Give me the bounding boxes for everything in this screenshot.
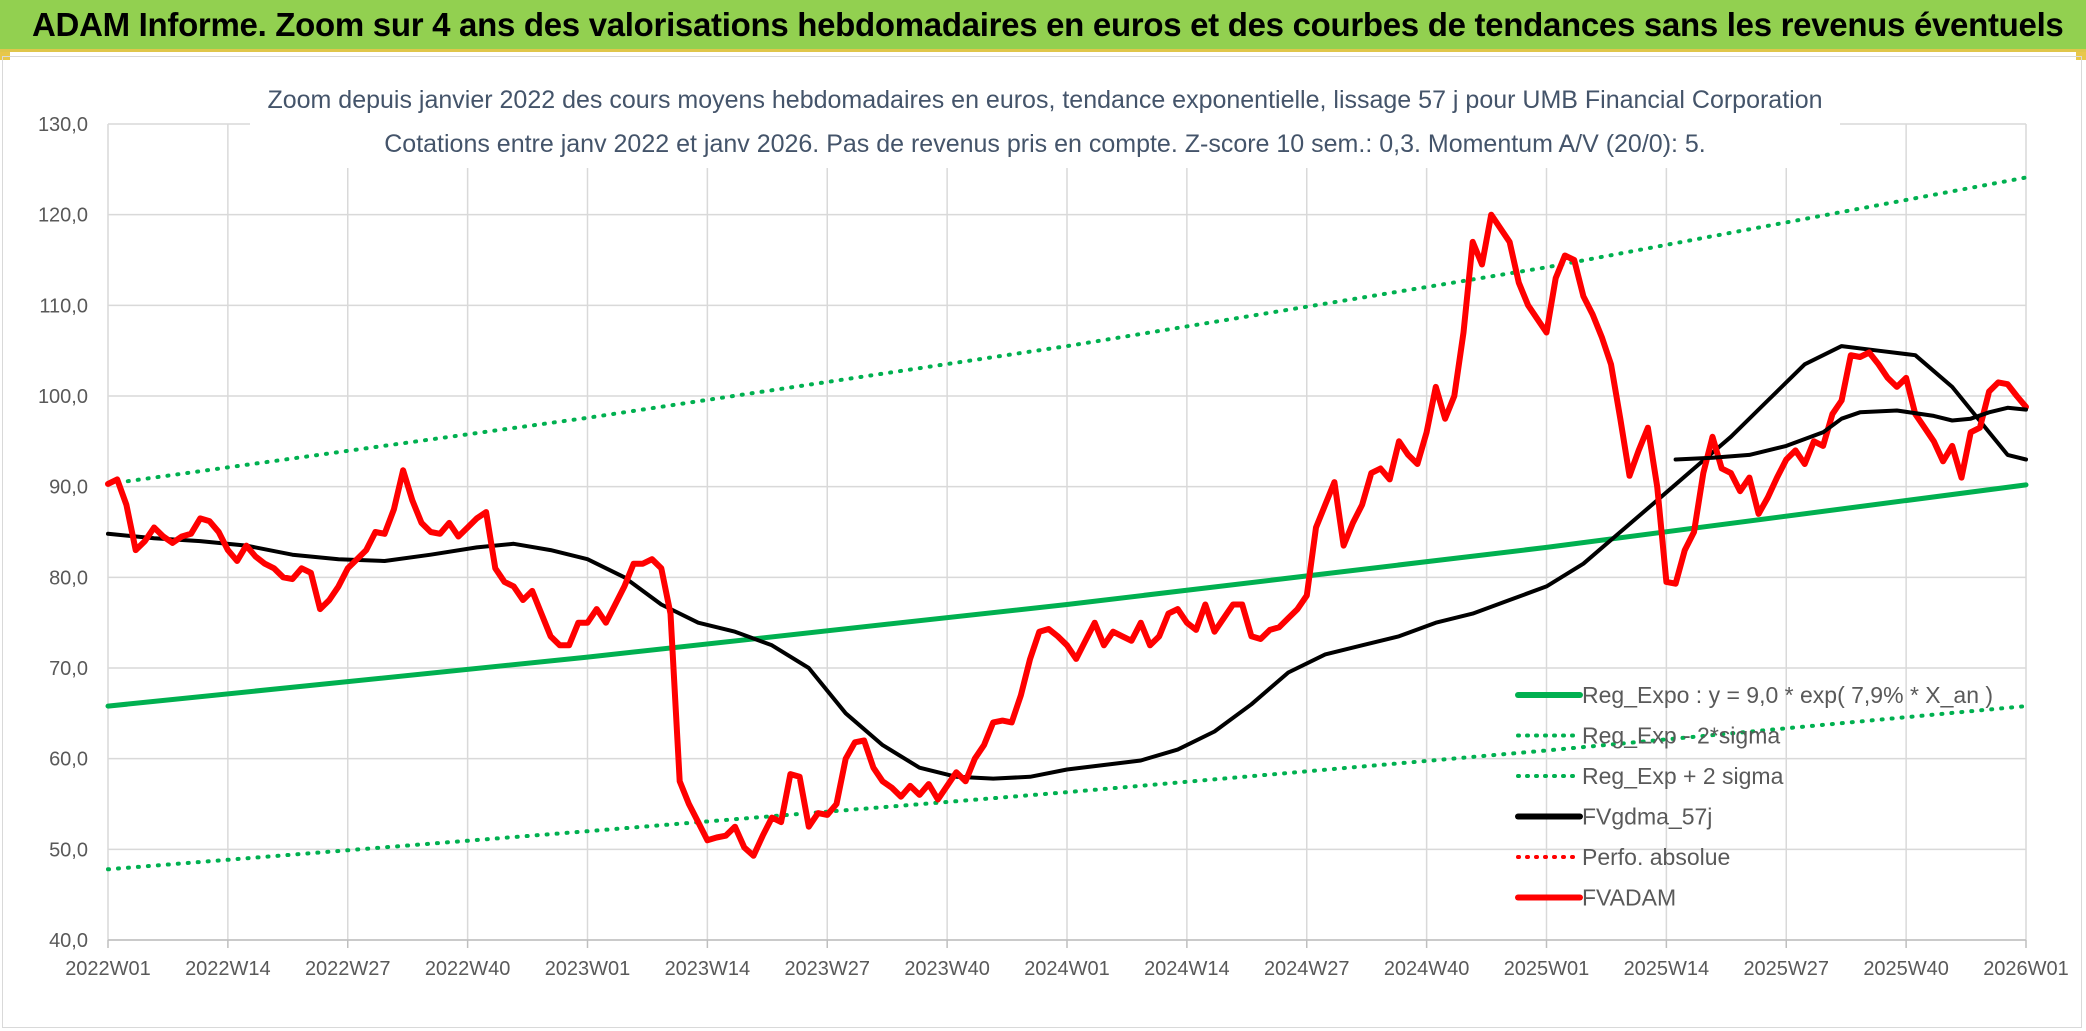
x-tick-label: 2022W27 <box>305 958 391 980</box>
series-line-0 <box>105 482 2029 709</box>
x-tick-label: 2024W14 <box>1144 958 1230 980</box>
chart-subtitle: Cotations entre janv 2022 et janv 2026. … <box>384 130 1706 158</box>
y-tick-label: 120,0 <box>38 205 88 227</box>
chart-frame <box>2 56 2082 1028</box>
series-line-5 <box>105 211 2029 859</box>
y-tick-label: 110,0 <box>39 295 88 317</box>
y-tick-label: 60,0 <box>49 749 88 771</box>
x-tick-label: 2023W01 <box>545 958 631 980</box>
legend-label: Reg_Exp + 2 sigma <box>1582 763 1784 789</box>
x-tick-label: 2023W14 <box>665 958 751 980</box>
y-tick-label: 70,0 <box>49 658 88 680</box>
x-tick-label: 2025W27 <box>1743 958 1829 980</box>
y-tick-label: 100,0 <box>38 386 88 408</box>
series-line-2 <box>106 175 2028 486</box>
series-line-6 <box>1673 405 2028 462</box>
y-tick-label: 130,0 <box>38 114 88 136</box>
legend-label: Perfo. absolue <box>1582 844 1730 870</box>
report-banner: ADAM Informe. Zoom sur 4 ans des valoris… <box>0 0 2086 52</box>
legend-label: FVADAM <box>1582 885 1676 911</box>
x-tick-label: 2025W14 <box>1624 958 1710 980</box>
series-layer <box>105 175 2029 872</box>
x-axis: 2022W01 2022W14 2022W27 2022W40 2023W01 2023W… <box>65 939 2069 980</box>
series-line-1 <box>106 704 2028 872</box>
x-tick-label: 2026W01 <box>1983 958 2069 980</box>
x-tick-label: 2022W14 <box>185 958 271 980</box>
x-tick-label: 2023W27 <box>784 958 870 980</box>
chart-title: Zoom depuis janvier 2022 des cours moyen… <box>267 86 1822 114</box>
x-tick-label: 2023W40 <box>904 958 990 980</box>
x-tick-label: 2025W01 <box>1504 958 1590 980</box>
legend-label: Reg_Exp - 2*sigma <box>1582 723 1780 749</box>
y-tick-label: 80,0 <box>49 567 88 589</box>
y-axis: 40,0 50,0 60,0 70,0 80,0 90,0 100,0 110,0 120,0 1… <box>38 114 88 952</box>
legend: Reg_Expo : y = 9,0 * exp( 7,9% * X_an ) R… <box>1515 682 1993 911</box>
title-backdrop <box>250 80 1840 168</box>
x-tick-label: 2022W01 <box>65 958 151 980</box>
x-tick-label: 2025W40 <box>1863 958 1949 980</box>
series-line-3 <box>106 344 2028 781</box>
legend-label: FVgdma_57j <box>1582 804 1712 830</box>
legend-label: Reg_Expo : y = 9,0 * exp( 7,9% * X_an ) <box>1582 682 1993 708</box>
x-tick-label: 2024W27 <box>1264 958 1350 980</box>
y-tick-label: 40,0 <box>49 930 88 952</box>
x-tick-label: 2024W40 <box>1384 958 1470 980</box>
report-title: ADAM Informe. Zoom sur 4 ans des valoris… <box>32 6 2064 43</box>
x-tick-label: 2024W01 <box>1024 958 1110 980</box>
x-tick-label: 2022W40 <box>425 958 511 980</box>
y-tick-label: 90,0 <box>49 477 88 499</box>
y-tick-label: 50,0 <box>49 839 88 861</box>
grid-lines <box>107 123 2027 941</box>
